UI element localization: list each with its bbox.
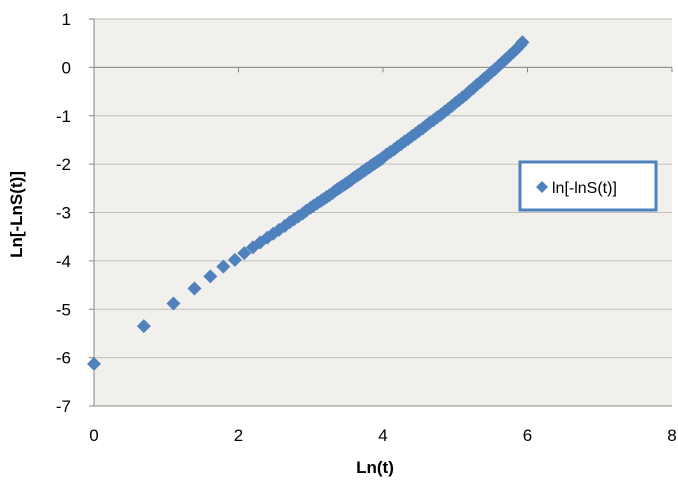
legend-label: ln[-lnS(t)] — [552, 180, 617, 197]
x-tick-label: 4 — [378, 426, 387, 445]
data-point — [136, 319, 151, 334]
axes — [89, 18, 673, 407]
x-tick-labels: 0 2 4 6 8 — [89, 426, 676, 445]
y-tick-label: -4 — [56, 252, 71, 271]
y-tick-label: -3 — [56, 204, 71, 223]
data-point — [237, 246, 252, 261]
data-points — [87, 35, 530, 371]
data-point — [203, 269, 218, 284]
y-tick-label: -6 — [56, 349, 71, 368]
y-tick-label: -2 — [56, 155, 71, 174]
data-point — [245, 240, 260, 255]
legend: ln[-lnS(t)] — [518, 160, 658, 212]
x-axis-title: Ln(t) — [356, 458, 394, 477]
y-tick-label: -7 — [56, 397, 71, 416]
y-tick-label: 0 — [62, 58, 71, 77]
y-axis-title: Ln[-LnS(t)] — [7, 171, 26, 258]
x-tick-label: 6 — [523, 426, 532, 445]
x-tick-label: 2 — [234, 426, 243, 445]
data-point — [227, 252, 242, 267]
x-tick-label: 0 — [89, 426, 98, 445]
data-point — [166, 296, 181, 311]
x-tick-label: 8 — [667, 426, 676, 445]
data-point — [515, 35, 530, 50]
y-tick-labels: -7 -6 -5 -4 -3 -2 -1 0 1 — [56, 10, 71, 416]
data-point — [187, 281, 202, 296]
y-tick-label: -5 — [56, 300, 71, 319]
y-tick-label: -1 — [56, 107, 71, 126]
legend-marker-diamond — [536, 181, 548, 193]
y-tick-label: 1 — [62, 10, 71, 29]
data-point — [87, 356, 101, 371]
data-point — [216, 259, 231, 274]
